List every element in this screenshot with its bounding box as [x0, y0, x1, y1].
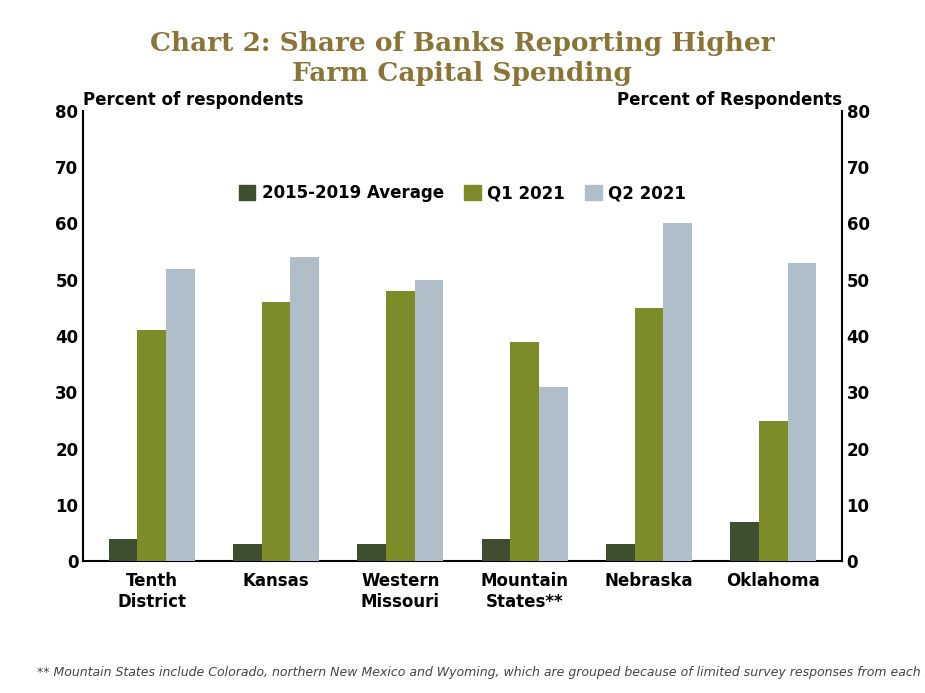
Bar [166, 269, 194, 561]
Bar [386, 291, 414, 561]
Bar [663, 223, 692, 561]
Bar [414, 280, 443, 561]
Text: Percent of respondents: Percent of respondents [83, 91, 303, 109]
Bar [511, 342, 539, 561]
Bar [290, 257, 319, 561]
Bar [262, 302, 290, 561]
Bar [759, 421, 788, 561]
Bar [357, 545, 386, 561]
Bar [788, 263, 816, 561]
Bar [731, 522, 759, 561]
Bar [482, 538, 511, 561]
Text: Percent of Respondents: Percent of Respondents [617, 91, 842, 109]
Legend: 2015-2019 Average, Q1 2021, Q2 2021: 2015-2019 Average, Q1 2021, Q2 2021 [232, 178, 693, 209]
Bar [137, 331, 166, 561]
Bar [109, 538, 137, 561]
Text: ** Mountain States include Colorado, northern New Mexico and Wyoming, which are : ** Mountain States include Colorado, nor… [37, 666, 925, 679]
Bar [635, 308, 663, 561]
Bar [606, 545, 635, 561]
Text: Chart 2: Share of Banks Reporting Higher
Farm Capital Spending: Chart 2: Share of Banks Reporting Higher… [150, 31, 775, 86]
Bar [539, 387, 568, 561]
Bar [233, 545, 262, 561]
